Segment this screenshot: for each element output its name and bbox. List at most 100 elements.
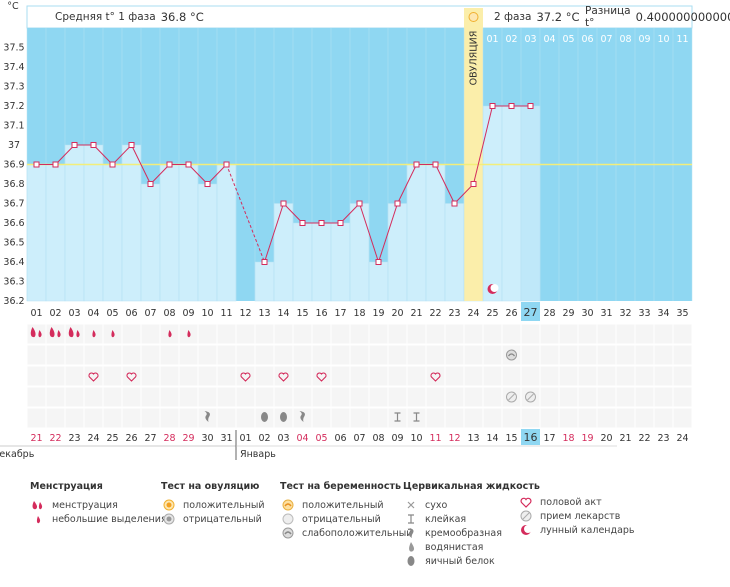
marker-cell <box>577 323 598 345</box>
marker-cell <box>634 365 655 387</box>
marker-cell <box>615 365 636 387</box>
phase2-day-label: 01 <box>486 34 498 45</box>
marker-cell <box>254 365 275 387</box>
calendar-date-label: 18 <box>562 433 574 444</box>
phase2-day-label: 04 <box>543 34 555 45</box>
marker-cell <box>672 323 693 345</box>
temperature-difference: Разница t° 0.40000000000001 <box>585 5 730 29</box>
marker-cell <box>425 386 446 408</box>
cycle-day-label: 03 <box>68 308 80 319</box>
marker-cell <box>558 365 579 387</box>
temp-line-segment <box>55 144 75 165</box>
legend-item: кремообразная <box>403 526 540 540</box>
cycle-day-label: 14 <box>277 308 289 319</box>
temp-bar <box>102 164 123 302</box>
legend-item: половой акт <box>518 495 635 509</box>
calendar-date-label: 01 <box>239 433 251 444</box>
marker-cell <box>501 365 522 387</box>
marker-cell <box>26 386 47 408</box>
temp-bar <box>64 144 85 302</box>
marker-cell <box>634 386 655 408</box>
legend-menstruation: Менструация менструация небольшие выделе… <box>30 481 167 526</box>
cycle-day-label: 25 <box>486 308 498 319</box>
temp-line-segment <box>340 203 360 224</box>
phase2-header-band <box>483 28 692 48</box>
temp-bar <box>368 261 389 302</box>
phase2-day-label: 02 <box>505 34 517 45</box>
marker-cell <box>577 344 598 366</box>
temp-point <box>223 161 230 168</box>
moon-mask <box>490 284 499 292</box>
legend-item: менструация <box>30 498 167 512</box>
marker-cell <box>178 386 199 408</box>
marker-cell <box>121 407 142 429</box>
diff-label: Разница t° <box>585 5 631 29</box>
cycle-day-label: 32 <box>619 308 631 319</box>
legend-label: яичный белок <box>425 555 495 567</box>
legend-label: отрицательный <box>302 513 381 525</box>
legend-item: положительный <box>161 498 265 512</box>
temp-point <box>71 142 78 148</box>
calendar-date-label: 21 <box>30 433 42 444</box>
marker-cell <box>26 323 47 345</box>
menstruation-drop-icon <box>57 330 61 338</box>
ovulation-label: ОВУЛЯЦИЯ <box>469 31 480 86</box>
legend-label: положительный <box>302 499 384 511</box>
marker-cell <box>387 365 408 387</box>
marker-cell <box>121 386 142 408</box>
marker-cell <box>653 323 674 345</box>
watery-icon <box>403 541 419 553</box>
temp-bar <box>197 183 218 302</box>
cycle-day-label: 08 <box>163 308 175 319</box>
marker-cell <box>672 344 693 366</box>
marker-cell <box>615 407 636 429</box>
temp-bar <box>349 203 370 302</box>
marker-cell <box>26 407 47 429</box>
marker-cell <box>539 407 560 429</box>
marker-cell <box>64 323 85 345</box>
temp-bar <box>83 144 104 302</box>
calendar-date-label: 29 <box>182 433 194 444</box>
marker-cell <box>482 407 503 429</box>
pregnancy-positive-icon <box>280 499 296 511</box>
marker-cell <box>311 365 332 387</box>
y-tick-label: 36.4 <box>3 257 24 268</box>
heart-icon <box>88 372 99 382</box>
phase2-average: 2 фаза 37.2 °C <box>494 6 580 28</box>
y-tick-label: 36.5 <box>3 238 24 249</box>
temp-bar <box>140 183 161 302</box>
marker-cell <box>45 386 66 408</box>
marker-cell <box>444 344 465 366</box>
temp-line-segment <box>378 203 398 263</box>
calendar-date-label: 17 <box>543 433 555 444</box>
marker-cell <box>672 386 693 408</box>
marker-cell <box>596 323 617 345</box>
marker-cell <box>159 407 180 429</box>
marker-cell <box>463 323 484 345</box>
egg-white-icon <box>261 412 268 422</box>
legend-label: прием лекарств <box>540 510 621 522</box>
legend-item: положительный <box>280 498 412 512</box>
phase2-day-label: 05 <box>562 34 574 45</box>
marker-cell <box>444 386 465 408</box>
marker-cell <box>273 323 294 345</box>
legend-item: клейкая <box>403 512 540 526</box>
temp-bar <box>501 105 522 302</box>
phase1-header-band <box>27 28 464 48</box>
legend-label: водянистая <box>425 541 484 553</box>
marker-cell <box>444 365 465 387</box>
marker-cell <box>672 407 693 429</box>
marker-cell <box>425 407 446 429</box>
y-tick-label: 36.8 <box>3 179 24 190</box>
temp-line-segment <box>131 144 151 185</box>
marker-cell <box>349 407 370 429</box>
temp-bar <box>292 222 313 302</box>
month-label: Декабрь <box>0 449 35 460</box>
marker-cell <box>121 344 142 366</box>
ovulation-column <box>464 8 483 301</box>
month-label: Январь <box>240 449 276 460</box>
temp-point <box>451 200 458 207</box>
cycle-day-label: 07 <box>144 308 156 319</box>
legend-title: Цервикальная жидкость <box>403 481 540 492</box>
pregnancy-weak-icon <box>280 527 296 539</box>
